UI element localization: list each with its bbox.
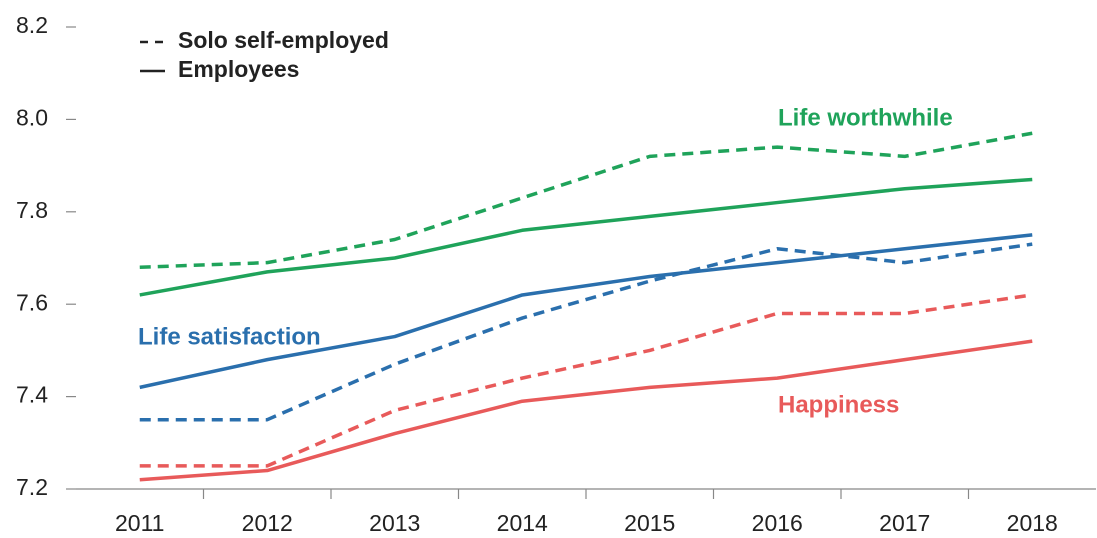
x-tick-label: 2017 — [879, 510, 930, 536]
series-line — [139, 339, 1033, 482]
series-line — [139, 131, 1033, 269]
legend-label: Solo self-employed — [178, 27, 389, 53]
y-tick-label: 8.0 — [16, 104, 48, 130]
x-tick-label: 2011 — [115, 510, 164, 536]
series-line — [139, 242, 1033, 422]
x-tick-label: 2012 — [242, 510, 293, 536]
x-tick-label: 2013 — [369, 510, 420, 536]
x-tick-label: 2014 — [497, 510, 548, 536]
annotation: Life worthwhile — [778, 104, 953, 131]
legend-label: Employees — [178, 56, 299, 82]
annotation: Life satisfaction — [138, 323, 321, 350]
annotation: Happiness — [778, 391, 899, 418]
y-tick-label: 7.4 — [16, 382, 48, 408]
y-tick-label: 7.6 — [16, 289, 48, 315]
series-line — [139, 233, 1033, 390]
x-tick-label: 2016 — [752, 510, 803, 536]
x-tick-label: 2015 — [624, 510, 675, 536]
series-line — [139, 177, 1033, 297]
y-tick-label: 8.2 — [16, 12, 48, 38]
y-tick-label: 7.8 — [16, 197, 48, 223]
y-tick-label: 7.2 — [16, 474, 48, 500]
x-tick-label: 2018 — [1007, 510, 1058, 536]
series-line — [139, 293, 1033, 468]
